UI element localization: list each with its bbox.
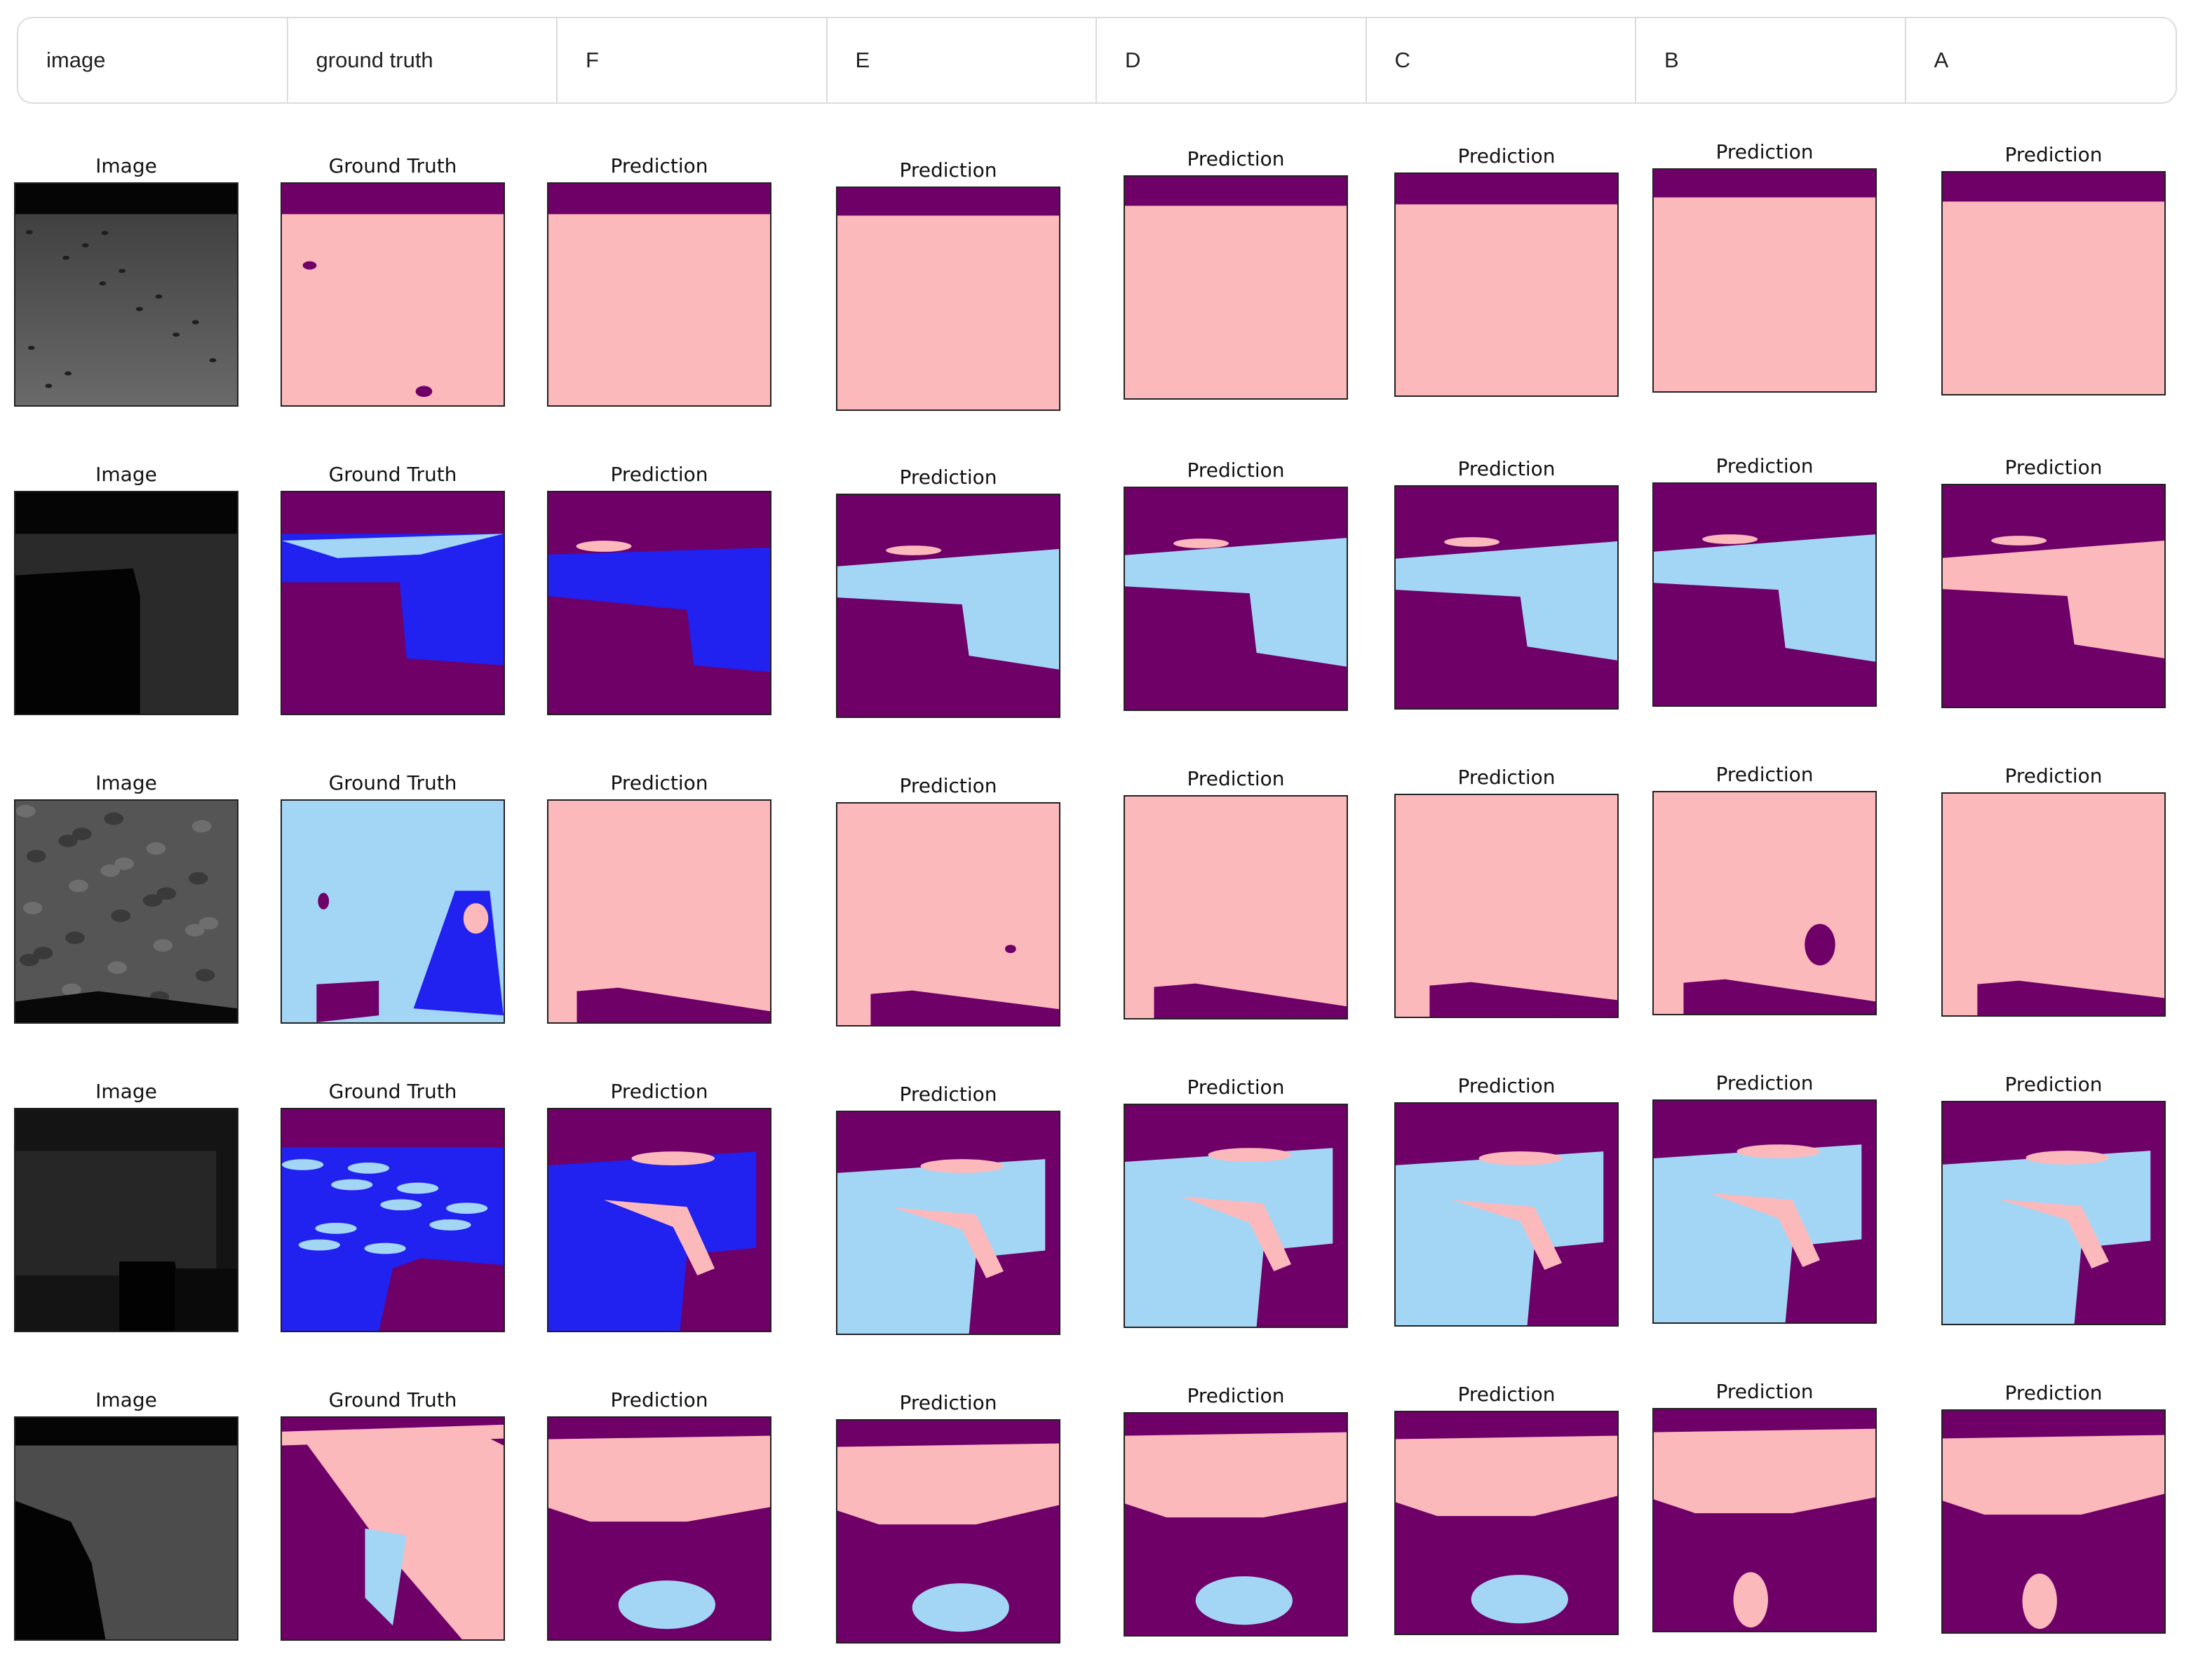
prediction-panel-title: Prediction	[1187, 147, 1285, 170]
prediction-mask	[1652, 791, 1877, 1015]
prediction-panel-title: Prediction	[1715, 1071, 1814, 1095]
prediction-mask	[1394, 172, 1619, 397]
prediction-mask	[1652, 482, 1877, 707]
prediction-mask	[836, 493, 1060, 718]
ground-truth-mask	[281, 182, 505, 407]
ground-truth-mask	[281, 491, 505, 715]
prediction-mask	[836, 187, 1060, 411]
column-header-b[interactable]: B	[1636, 18, 1906, 102]
prediction-panel-title: Prediction	[1457, 144, 1556, 168]
prediction-mask	[1941, 1101, 2166, 1326]
prediction-mask	[547, 182, 771, 407]
column-header-ground-truth[interactable]: ground truth	[288, 18, 558, 102]
prediction-panel-title: Prediction	[610, 1080, 708, 1103]
prediction-panel-title: Prediction	[1715, 140, 1814, 163]
prediction-panel-title: Prediction	[2004, 764, 2103, 788]
prediction-mask	[1124, 1104, 1348, 1328]
prediction-panel-title: Prediction	[610, 1388, 708, 1411]
prediction-panel-title: Prediction	[899, 1390, 997, 1414]
prediction-panel-title: Prediction	[1457, 765, 1556, 789]
prediction-mask	[836, 1418, 1060, 1644]
ground-truth-panel-title: Ground Truth	[328, 1080, 457, 1103]
ground-truth-panel-title: Ground Truth	[328, 154, 457, 177]
prediction-mask	[1941, 171, 2166, 395]
prediction-mask	[1652, 168, 1877, 393]
column-header-c[interactable]: C	[1367, 18, 1636, 102]
prediction-mask	[1652, 1099, 1877, 1324]
prediction-mask	[1124, 175, 1348, 400]
image-panel-title: Image	[95, 771, 157, 794]
prediction-mask	[1394, 1410, 1619, 1635]
image-panel-title: Image	[95, 1388, 157, 1411]
prediction-mask	[1941, 1409, 2166, 1634]
prediction-panel-title: Prediction	[1457, 1382, 1556, 1406]
ground-truth-panel-title: Ground Truth	[328, 771, 457, 794]
prediction-mask	[1394, 793, 1619, 1018]
prediction-mask	[1652, 1408, 1877, 1632]
rover-photo	[14, 491, 238, 715]
prediction-mask	[1124, 1412, 1348, 1637]
column-header-a[interactable]: A	[1934, 48, 1949, 72]
prediction-panel-title: Prediction	[2004, 1381, 2103, 1405]
prediction-panel-title: Prediction	[1187, 459, 1285, 482]
prediction-panel-title: Prediction	[1187, 767, 1285, 790]
prediction-panel-title: Prediction	[1457, 1073, 1556, 1097]
prediction-panel-title: Prediction	[1715, 1380, 1814, 1403]
column-header-d[interactable]: D	[1097, 18, 1367, 102]
prediction-panel-title: Prediction	[899, 773, 997, 797]
rover-photo	[14, 182, 238, 407]
ground-truth-mask	[281, 1416, 505, 1641]
prediction-panel-title: Prediction	[1187, 1076, 1285, 1099]
prediction-panel-title: Prediction	[899, 465, 997, 489]
prediction-panel-title: Prediction	[899, 1082, 997, 1106]
image-panel-title: Image	[95, 463, 157, 486]
ground-truth-mask	[281, 799, 505, 1024]
column-header-f[interactable]: F	[558, 18, 828, 102]
prediction-panel-title: Prediction	[1187, 1384, 1285, 1407]
rover-photo	[14, 1108, 238, 1332]
image-panel-title: Image	[95, 1080, 157, 1103]
prediction-mask	[1124, 795, 1348, 1019]
column-header-bar: image ground truth F E D C B A	[17, 17, 2177, 104]
prediction-mask	[1394, 485, 1619, 710]
prediction-mask	[1394, 1102, 1619, 1327]
prediction-panel-title: Prediction	[610, 154, 708, 177]
prediction-panel-title: Prediction	[2004, 143, 2103, 166]
prediction-mask	[547, 1108, 771, 1332]
ground-truth-panel-title: Ground Truth	[328, 463, 457, 486]
column-header-e[interactable]: E	[828, 18, 1097, 102]
prediction-mask	[547, 491, 771, 715]
rover-photo	[14, 1416, 238, 1641]
prediction-panel-title: Prediction	[610, 463, 708, 486]
prediction-mask	[836, 1110, 1060, 1335]
prediction-panel-title: Prediction	[899, 158, 997, 182]
prediction-panel-title: Prediction	[2004, 1073, 2103, 1097]
prediction-mask	[1124, 487, 1348, 711]
column-header-image[interactable]: image	[18, 18, 288, 102]
prediction-mask	[547, 799, 771, 1024]
rover-photo	[14, 799, 238, 1024]
prediction-panel-title: Prediction	[1715, 454, 1814, 477]
prediction-mask	[1941, 792, 2166, 1017]
ground-truth-panel-title: Ground Truth	[328, 1388, 457, 1411]
prediction-panel-title: Prediction	[1715, 763, 1814, 786]
prediction-panel-title: Prediction	[610, 771, 708, 794]
prediction-mask	[547, 1416, 771, 1641]
ground-truth-mask	[281, 1108, 505, 1332]
prediction-mask	[1941, 484, 2166, 709]
prediction-panel-title: Prediction	[2004, 456, 2103, 480]
prediction-mask	[836, 801, 1060, 1027]
prediction-panel-title: Prediction	[1457, 456, 1556, 480]
image-panel-title: Image	[95, 154, 157, 177]
